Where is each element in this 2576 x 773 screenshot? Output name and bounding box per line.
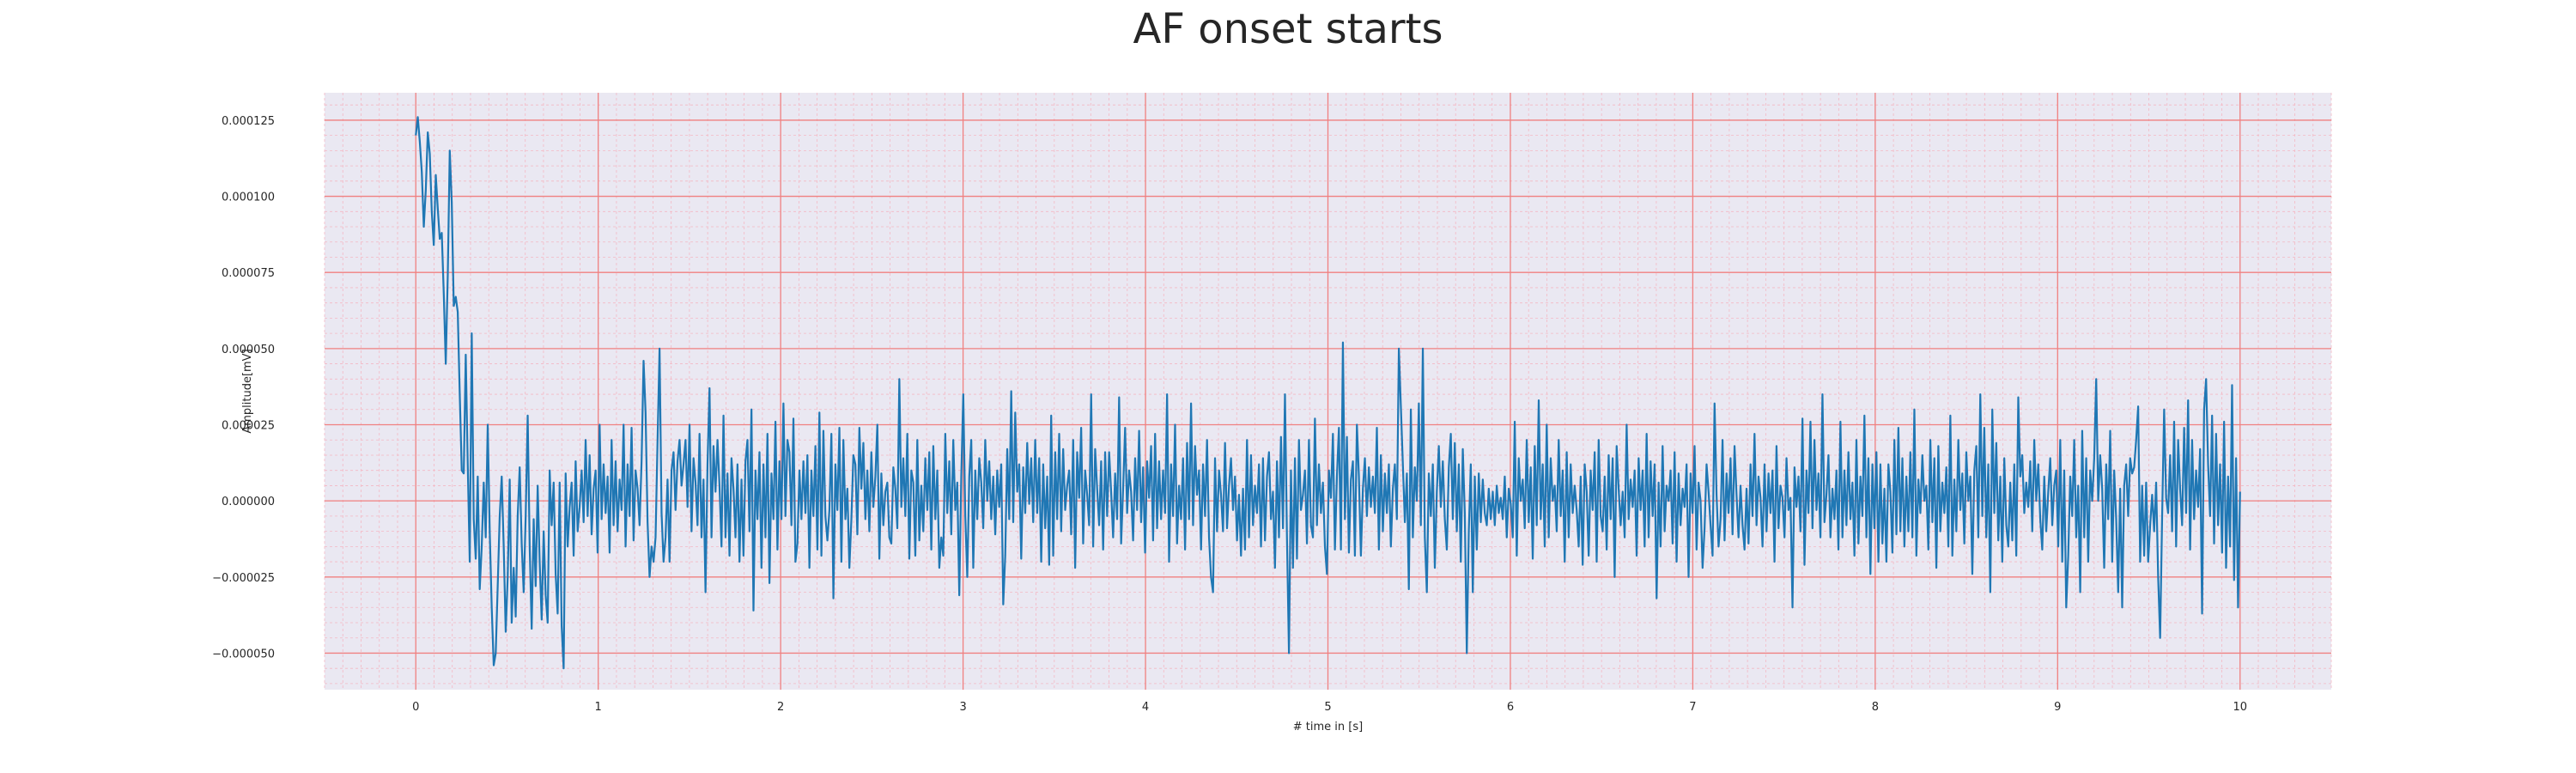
y-tick-label: 0.000000 [222, 496, 275, 508]
x-axis-label: # time in [s] [1293, 721, 1363, 733]
chart-title: AF onset starts [1133, 5, 1443, 53]
x-tick-label: 10 [2233, 701, 2247, 714]
x-tick-label: 9 [2054, 701, 2061, 714]
x-tick-label: 1 [595, 701, 602, 714]
x-tick-label: 3 [959, 701, 966, 714]
y-tick-label: 0.000075 [222, 267, 275, 280]
y-tick-label: 0.000125 [222, 115, 275, 128]
y-tick-label: 0.000025 [222, 420, 275, 433]
x-tick-label: 5 [1324, 701, 1331, 714]
x-tick-label: 2 [777, 701, 784, 714]
x-tick-label: 4 [1142, 701, 1149, 714]
y-axis-label: Amplitude[mV] [241, 349, 254, 433]
y-tick-label: −0.000050 [212, 648, 275, 660]
x-tick-label: 0 [412, 701, 419, 714]
y-tick-label: 0.000050 [222, 344, 275, 356]
x-tick-label: 6 [1507, 701, 1514, 714]
x-tick-label: 7 [1689, 701, 1696, 714]
x-tick-label: 8 [1872, 701, 1879, 714]
series-line-0 [415, 116, 2241, 670]
y-tick-label: 0.000100 [222, 192, 275, 204]
y-tick-label: −0.000025 [212, 572, 275, 585]
